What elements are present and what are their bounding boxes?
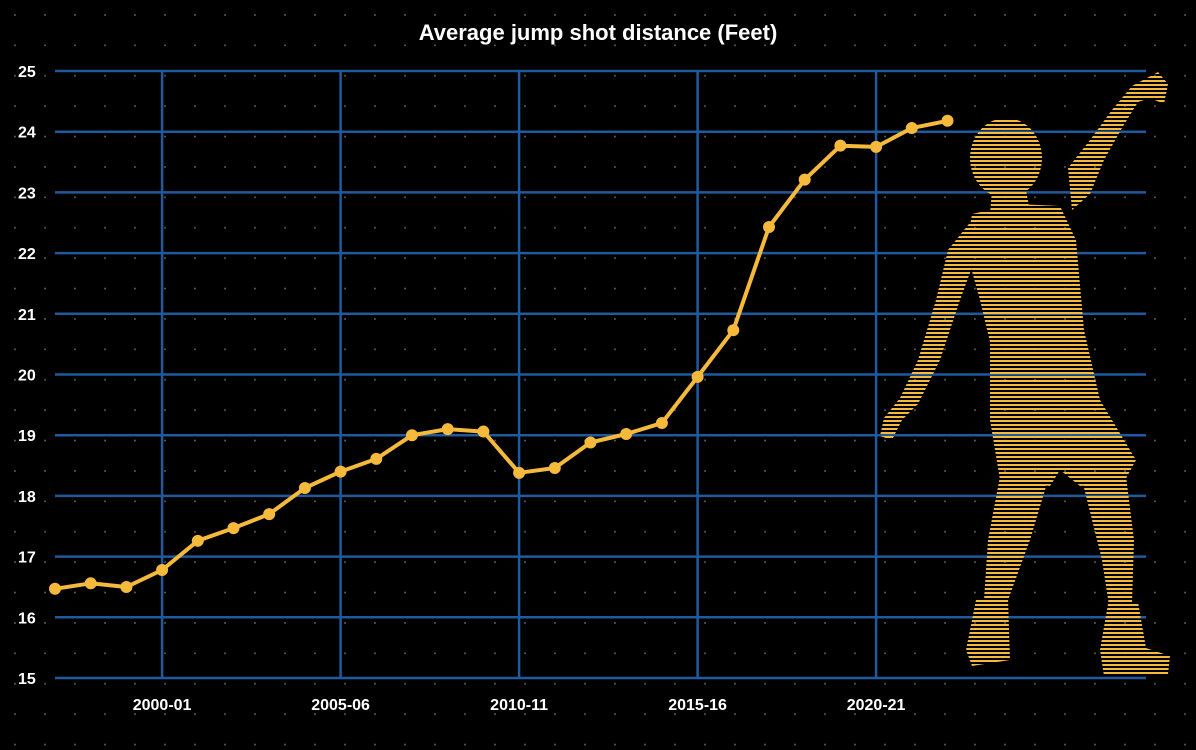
data-point [905,122,918,135]
data-point [441,423,454,436]
y-tick-label: 16 [18,610,36,627]
basketball-player-illustration [880,72,1170,676]
data-point [548,461,561,474]
data-point [655,417,668,430]
data-point [370,452,383,465]
data-point [870,140,883,153]
data-point [798,173,811,186]
y-tick-label: 20 [18,368,36,385]
series-line [54,118,948,591]
data-point [263,508,276,521]
y-tick-label: 17 [18,550,36,567]
data-point [120,580,133,593]
data-point [513,466,526,479]
data-point [584,436,597,449]
y-tick-label: 19 [18,428,36,445]
y-tick-label: 22 [18,246,36,263]
chart-title: Average jump shot distance (Feet) [419,20,778,45]
x-tick-label: 2000-01 [133,697,192,714]
data-point [763,220,775,233]
x-tick-label: 2015-16 [668,697,727,714]
data-point [156,563,169,576]
data-point [691,370,704,383]
series-points [49,114,954,595]
data-point [49,582,61,595]
data-point [727,324,740,337]
data-point [84,577,97,590]
data-point [620,427,633,440]
y-tick-label: 25 [18,64,36,81]
data-point [941,114,954,127]
x-tick-label: 2010-11 [490,697,548,714]
series-line-path [54,118,948,591]
x-tick-label: 2020-21 [847,697,906,714]
data-point [191,534,204,547]
data-point [227,522,240,535]
y-tick-label: 24 [18,125,36,142]
y-axis: 15 16 17 18 19 20 21 22 23 24 25 [18,64,36,688]
data-point [834,139,847,152]
data-point [477,425,490,438]
data-point [334,465,347,478]
x-axis: 2000-01 2005-06 2010-11 2015-16 2020-21 [133,697,906,714]
y-tick-label: 15 [18,671,36,688]
y-tick-label: 18 [18,489,36,506]
y-tick-label: 23 [18,185,36,202]
data-point [298,482,311,495]
data-point [406,429,418,442]
y-tick-label: 21 [18,307,36,324]
x-tick-label: 2005-06 [311,697,370,714]
